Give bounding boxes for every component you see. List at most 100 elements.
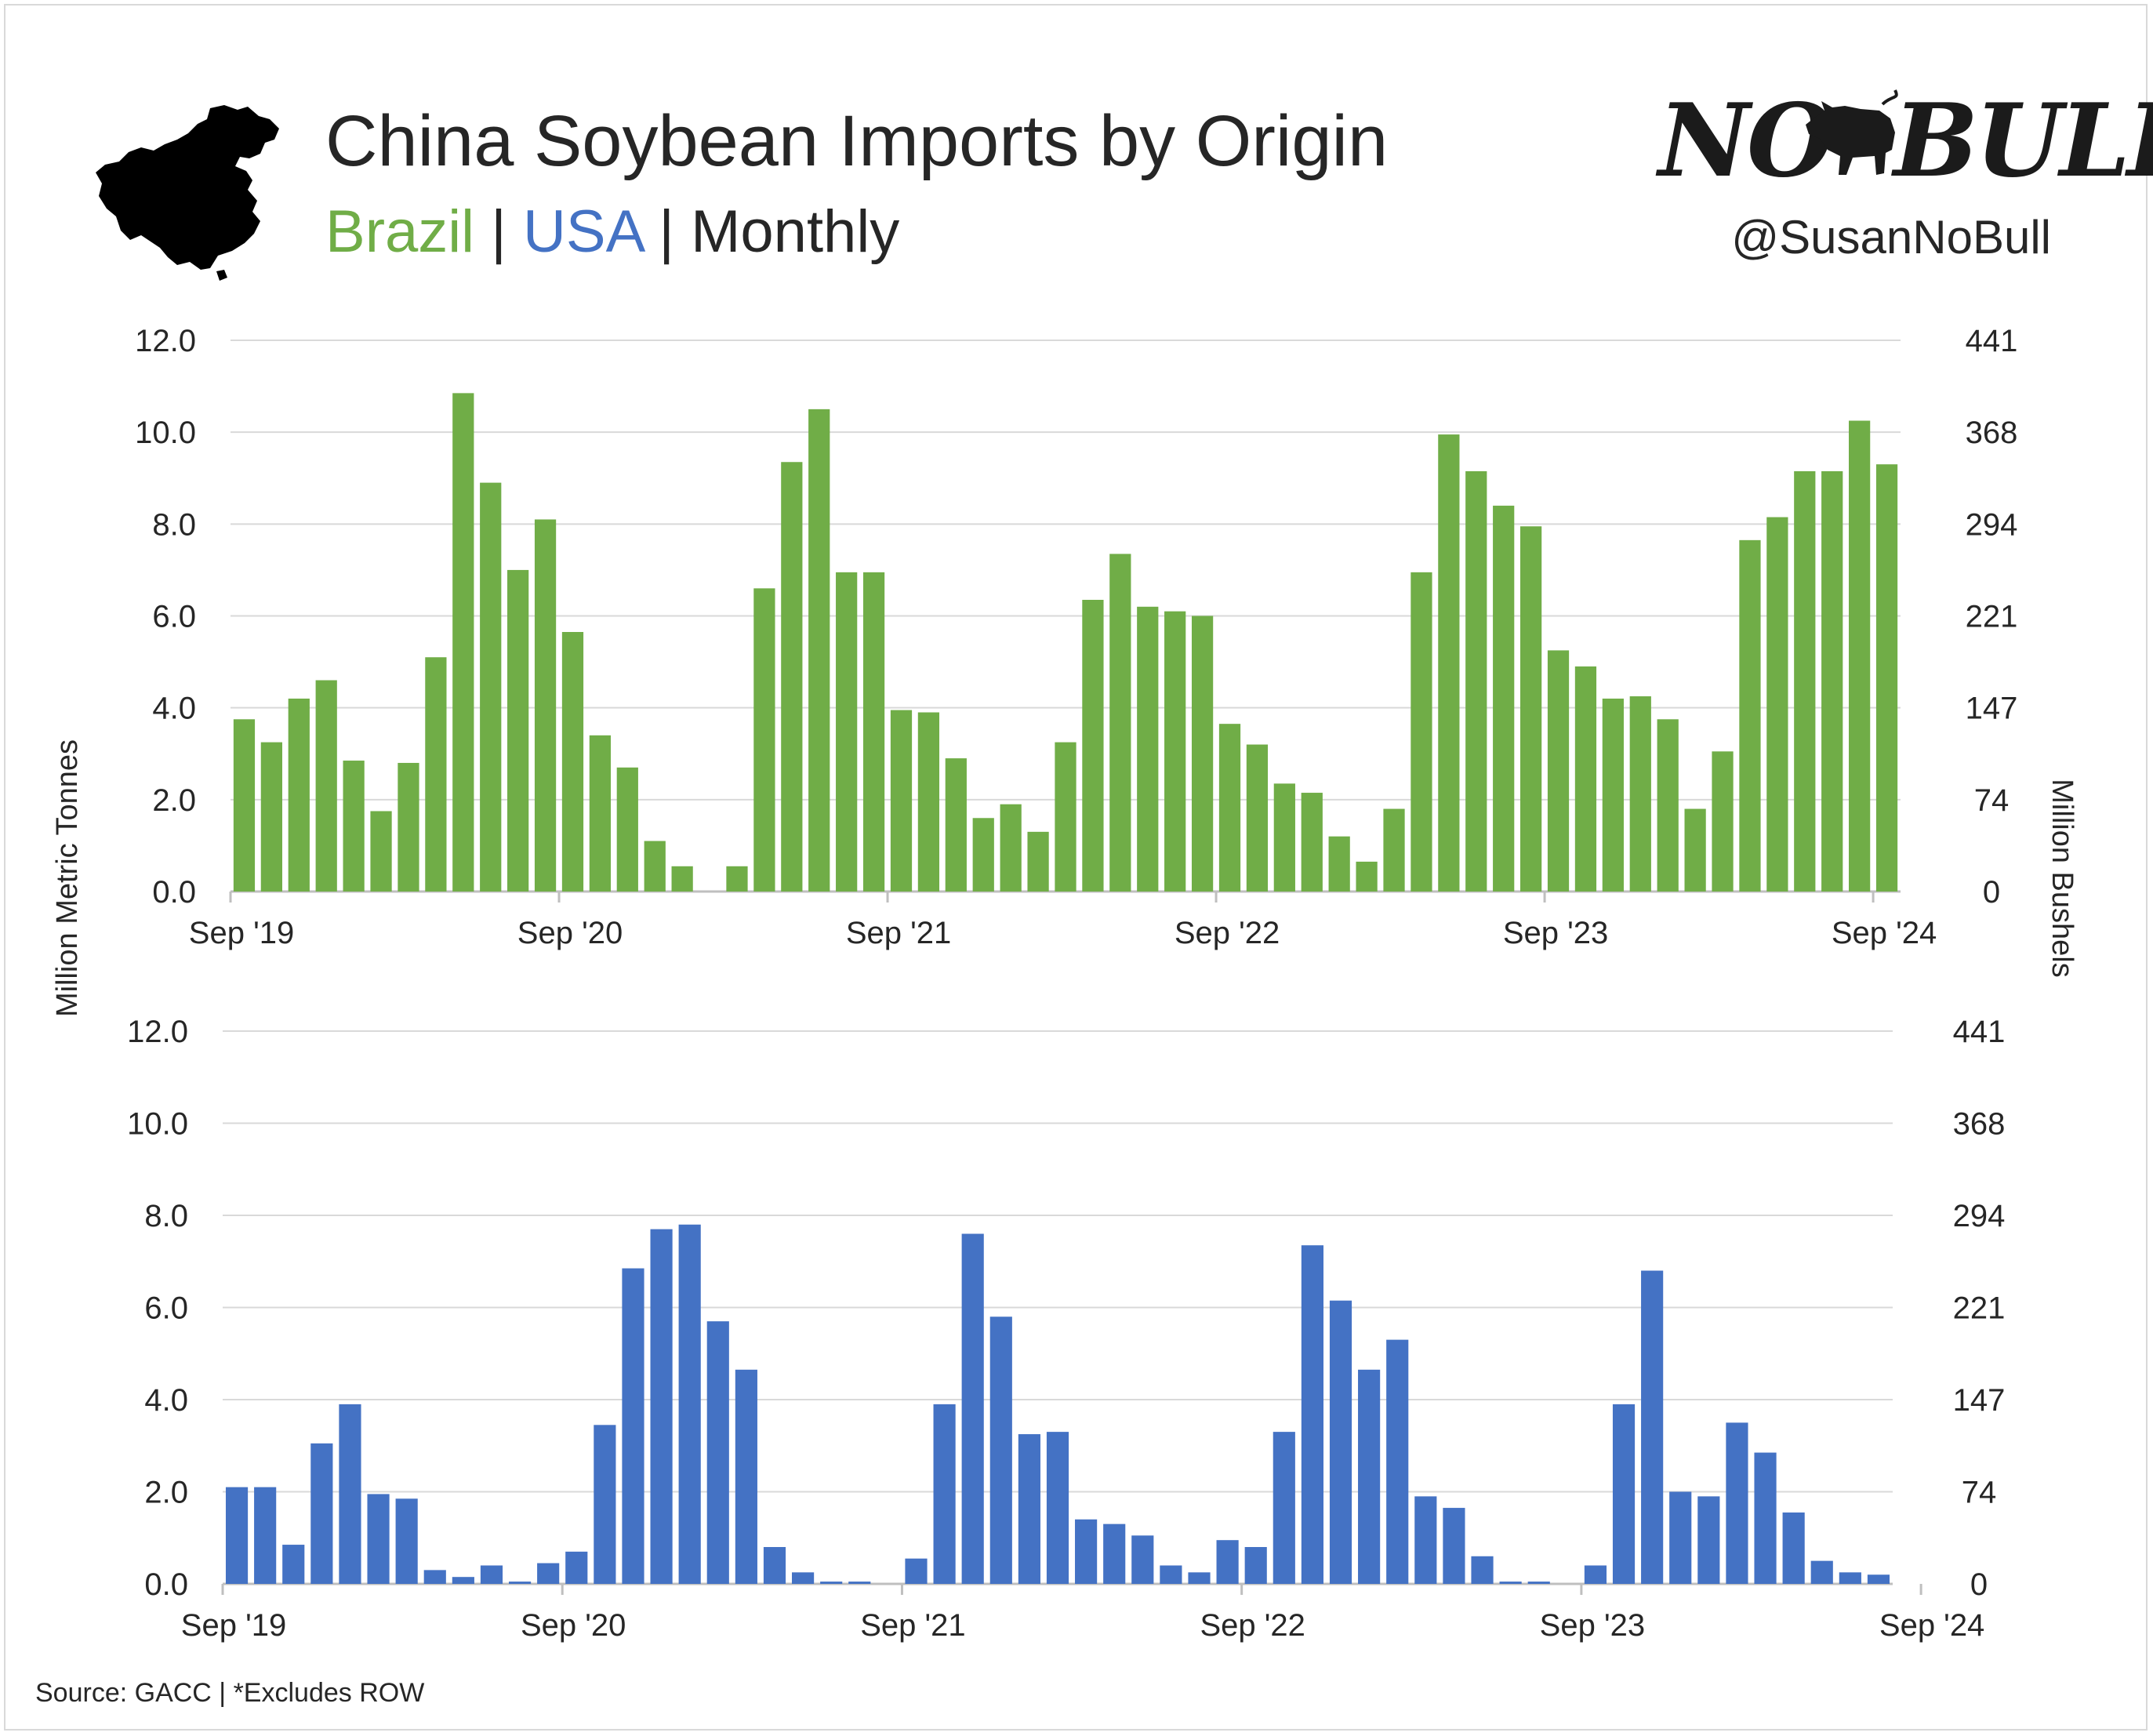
x-tick-label: Sep '24 xyxy=(1832,916,1937,950)
bar xyxy=(1109,554,1131,892)
bar xyxy=(1082,599,1104,892)
bar xyxy=(808,409,830,892)
bar xyxy=(1875,464,1898,892)
bar xyxy=(671,866,693,892)
bar xyxy=(1782,1512,1805,1584)
bar xyxy=(1414,1496,1437,1584)
bar xyxy=(1383,808,1405,892)
x-tick-label: Sep '22 xyxy=(1200,1608,1305,1643)
logo: NO BULL xyxy=(1658,82,2153,200)
y2-tick-label: 74 xyxy=(1962,1476,1997,1510)
subtitle-separator: | xyxy=(474,198,524,265)
bar xyxy=(1726,1422,1748,1584)
y-axis-title-left: Million Metric Tonnes xyxy=(51,739,84,1017)
bar xyxy=(1075,1519,1098,1584)
bar xyxy=(343,761,365,892)
bar xyxy=(989,1317,1012,1584)
bar xyxy=(1137,606,1159,892)
bar xyxy=(735,1369,757,1584)
bar xyxy=(452,1577,474,1584)
bar xyxy=(1411,572,1432,892)
bar xyxy=(480,1565,503,1584)
bar xyxy=(1246,744,1269,892)
bar xyxy=(594,1425,616,1584)
bar xyxy=(622,1268,644,1584)
y-tick-label: 10.0 xyxy=(127,1107,188,1142)
bar xyxy=(1754,1452,1777,1584)
bar xyxy=(890,710,913,892)
bar xyxy=(726,866,748,892)
x-tick-label: Sep '21 xyxy=(860,1608,965,1643)
bar xyxy=(1000,804,1022,892)
bar xyxy=(565,1551,588,1584)
bar xyxy=(1386,1339,1409,1584)
bar xyxy=(972,818,994,892)
bar xyxy=(1027,831,1049,892)
bar xyxy=(561,632,584,892)
bar xyxy=(1629,696,1651,892)
y-tick-label: 4.0 xyxy=(144,1383,188,1418)
bar xyxy=(534,519,557,892)
x-tick-label: Sep '24 xyxy=(1879,1608,1984,1643)
bar xyxy=(905,1558,928,1584)
y2-tick-label: 0 xyxy=(1983,875,2000,910)
bar xyxy=(1766,517,1788,892)
bar xyxy=(1273,1432,1295,1584)
subtitle-usa: USA xyxy=(523,198,643,265)
social-handle: @SusanNoBull xyxy=(1731,211,2051,263)
bar xyxy=(1356,861,1378,892)
bar xyxy=(1839,1572,1861,1584)
bar xyxy=(1739,539,1761,892)
bar xyxy=(616,767,638,892)
y-tick-label: 6.0 xyxy=(152,600,196,634)
y-tick-label: 8.0 xyxy=(152,507,196,542)
y2-tick-label: 368 xyxy=(1953,1107,2006,1142)
bar xyxy=(1712,751,1734,892)
bar xyxy=(820,1582,843,1584)
y-tick-label: 4.0 xyxy=(152,692,196,726)
bar xyxy=(917,712,940,892)
bar xyxy=(395,1498,418,1584)
bar xyxy=(310,1443,333,1584)
china-map-icon xyxy=(96,105,279,281)
bar xyxy=(1191,616,1214,892)
bar xyxy=(1164,611,1186,892)
bar xyxy=(1160,1565,1182,1584)
bar xyxy=(339,1404,361,1584)
bar xyxy=(1499,1582,1522,1584)
y2-tick-label: 441 xyxy=(1953,1015,2006,1049)
x-tick-label: Sep '22 xyxy=(1175,916,1280,950)
bar xyxy=(1810,1560,1833,1584)
x-tick-label: Sep '20 xyxy=(517,916,623,950)
bar xyxy=(1794,470,1816,892)
y-tick-label: 0.0 xyxy=(144,1567,188,1602)
y2-tick-label: 0 xyxy=(1970,1567,1988,1602)
subtitle-brazil: Brazil xyxy=(325,198,475,265)
bar xyxy=(537,1563,560,1584)
bar xyxy=(792,1572,815,1584)
bar xyxy=(1131,1535,1154,1584)
bar xyxy=(753,588,775,892)
bar xyxy=(398,762,419,892)
bar xyxy=(1527,1582,1550,1584)
usa-chart: 0.0 0 2.0 74 4.0 147 6.0 221 8.0 294 10.0 368 12.0 44… xyxy=(127,1015,2005,1643)
bar xyxy=(1301,793,1323,892)
y-tick-label: 2.0 xyxy=(152,783,196,818)
bar xyxy=(260,742,282,892)
bar xyxy=(644,841,666,892)
y-tick-label: 0.0 xyxy=(152,875,196,910)
bar xyxy=(1358,1369,1381,1584)
bar xyxy=(763,1547,786,1584)
bar xyxy=(225,1487,249,1584)
bar xyxy=(589,735,612,892)
bar xyxy=(1218,724,1241,892)
bar xyxy=(1188,1572,1211,1584)
brazil-chart: 0.0 0 2.0 74 4.0 147 6.0 221 8.0 294 10.0 368 12.0 44… xyxy=(135,324,2017,950)
bar xyxy=(1602,698,1624,892)
bar xyxy=(425,657,447,892)
bar xyxy=(1584,1565,1607,1584)
bar xyxy=(1443,1508,1465,1584)
bar xyxy=(507,569,529,892)
subtitle-frequency: Monthly xyxy=(691,198,900,265)
y-tick-label: 6.0 xyxy=(144,1291,188,1326)
